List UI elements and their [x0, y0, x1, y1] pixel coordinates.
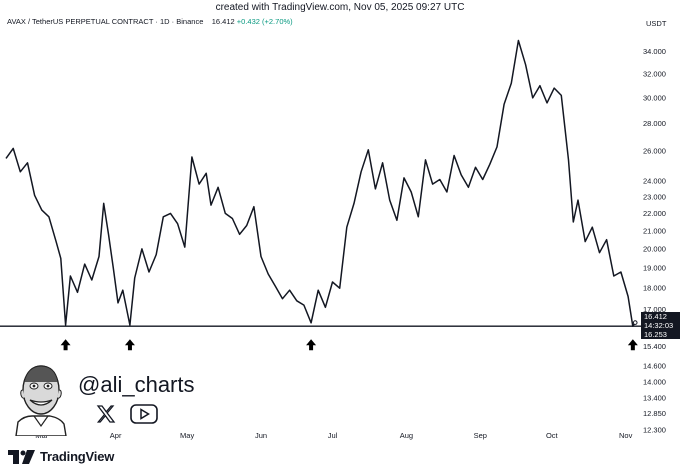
x-icon[interactable] [96, 404, 116, 424]
price-axis[interactable]: 34.000 32.000 30.000 28.000 26.000 24.000 23.0… [643, 47, 666, 435]
social-links [96, 404, 158, 424]
y-tick-label: 17.000 [643, 305, 666, 314]
y-tick-label: 13.400 [643, 394, 666, 403]
last-price-marker [632, 320, 638, 325]
y-tick-label: 20.000 [643, 244, 666, 253]
brand-name: TradingView [40, 449, 115, 464]
countdown-tag: 14:32:03 [644, 321, 673, 330]
symbol-legend[interactable]: AVAX / TetherUS PERPETUAL CONTRACT · 1D … [7, 17, 293, 26]
youtube-icon[interactable] [130, 404, 158, 424]
last-price-tag: 16.412 [644, 312, 667, 321]
y-tick-label: 14.000 [643, 377, 666, 386]
x-tick-label: Oct [546, 431, 559, 440]
y-tick-label: 26.000 [643, 147, 666, 156]
x-tick-label: May [180, 431, 194, 440]
x-tick-label: Jun [255, 431, 267, 440]
y-tick-label: 34.000 [643, 47, 666, 56]
chart-credit: created with TradingView.com, Nov 05, 20… [215, 2, 465, 13]
y-tick-label: 28.000 [643, 119, 666, 128]
x-tick-label: Nov [619, 431, 633, 440]
up-arrow-icon [60, 339, 71, 351]
tradingview-brand[interactable]: TradingView [8, 449, 114, 464]
y-tick-label: 32.000 [643, 69, 666, 78]
x-tick-label: Jul [328, 431, 338, 440]
support-price-tag: 16.253 [644, 330, 667, 339]
y-tick-label: 22.000 [643, 209, 666, 218]
avatar [10, 360, 72, 441]
up-arrow-icon [124, 339, 135, 351]
x-tick-label: Apr [110, 431, 122, 440]
interval: 1D [159, 17, 170, 26]
y-tick-label: 14.600 [643, 362, 666, 371]
price-line [5, 39, 636, 327]
symbol-name: AVAX / TetherUS PERPETUAL CONTRACT [7, 17, 154, 26]
author-handle[interactable]: @ali_charts [78, 372, 195, 397]
support-touch-arrows [60, 339, 638, 351]
tradingview-logo-icon [8, 449, 35, 464]
x-tick-label: Sep [474, 431, 487, 440]
y-tick-label: 18.000 [643, 284, 666, 293]
time-axis[interactable]: MarAprMayJunJulAugSepOctNov [35, 431, 632, 440]
last-price: 16.412 [211, 17, 235, 26]
y-tick-label: 23.000 [643, 192, 666, 201]
currency-label: USDT [646, 19, 667, 28]
y-tick-label: 24.000 [643, 177, 666, 186]
price-change: +0.432 (+2.70%) [236, 17, 293, 26]
y-tick-label: 12.300 [643, 426, 666, 435]
y-tick-label: 12.850 [643, 409, 666, 418]
y-tick-label: 19.000 [643, 264, 666, 273]
y-tick-label: 21.000 [643, 226, 666, 235]
up-arrow-icon [627, 339, 638, 351]
y-tick-label: 15.400 [643, 342, 666, 351]
y-tick-label: 30.000 [643, 93, 666, 102]
x-tick-label: Aug [400, 431, 413, 440]
price-tags: 16.412 14:32:03 16.253 [641, 312, 680, 339]
up-arrow-icon [306, 339, 317, 351]
avatar-illustration [15, 365, 67, 437]
exchange: Binance [176, 17, 204, 26]
